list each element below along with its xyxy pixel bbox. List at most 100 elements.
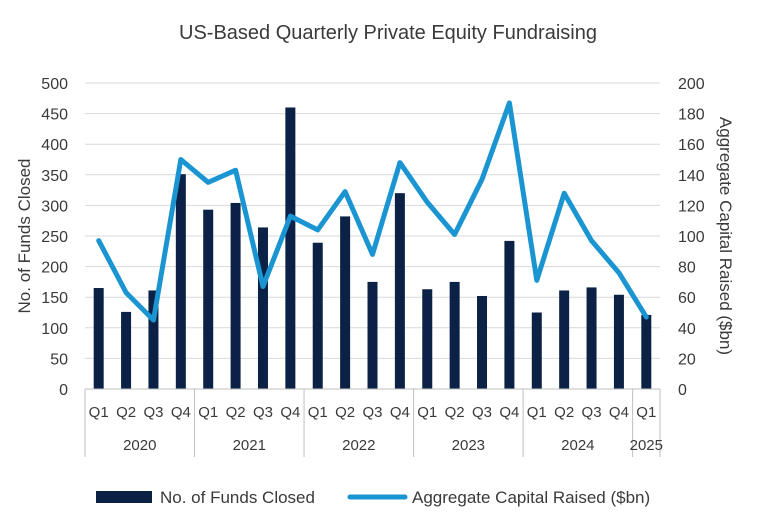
x-tick-label: Q3 <box>143 404 163 421</box>
y-tick-label-left: 100 <box>41 321 68 338</box>
x-tick-label: Q4 <box>609 404 629 421</box>
legend: No. of Funds Closed Aggregate Capital Rai… <box>96 488 650 507</box>
x-tick-label: Q1 <box>417 404 437 421</box>
bar <box>394 193 405 389</box>
y-tick-label-left: 0 <box>59 382 68 399</box>
y-tick-label-right: 40 <box>678 321 696 338</box>
legend-label: Aggregate Capital Raised ($bn) <box>412 488 650 507</box>
x-tick-label: Q2 <box>116 404 136 421</box>
x-tick-label: Q2 <box>335 404 355 421</box>
year-group-label: 2023 <box>452 437 485 454</box>
bar <box>312 242 323 389</box>
y-tick-label-right: 200 <box>678 76 705 93</box>
x-tick-label: Q2 <box>226 404 246 421</box>
line-point <box>507 100 512 105</box>
line-point <box>96 238 101 243</box>
y-axis-left-label: No. of Funds Closed <box>15 159 34 314</box>
year-group-label: 2024 <box>561 437 594 454</box>
bar <box>148 290 159 389</box>
line-point <box>288 214 293 219</box>
x-tick-label: Q1 <box>308 404 328 421</box>
x-tick-label: Q1 <box>527 404 547 421</box>
bar <box>203 209 214 389</box>
y-tick-label-right: 60 <box>678 290 696 307</box>
y-tick-label-right: 140 <box>678 168 705 185</box>
line-point <box>397 160 402 165</box>
y-tick-label-left: 200 <box>41 260 68 277</box>
line-point <box>206 180 211 185</box>
x-tick-label: Q4 <box>280 404 300 421</box>
line-point <box>343 189 348 194</box>
line-point <box>151 318 156 323</box>
line-point <box>589 238 594 243</box>
line-point <box>534 278 539 283</box>
y-tick-label-left: 350 <box>41 168 68 185</box>
line-point <box>124 290 129 295</box>
legend-label: No. of Funds Closed <box>160 488 315 507</box>
bar-series <box>93 107 652 389</box>
bar <box>531 312 542 389</box>
x-tick-label: Q1 <box>636 404 656 421</box>
x-tick-label: Q1 <box>89 404 109 421</box>
bar <box>257 227 268 389</box>
y-tick-label-right: 80 <box>678 260 696 277</box>
bar <box>559 290 570 389</box>
line-point <box>425 200 430 205</box>
line-point <box>260 284 265 289</box>
bar <box>613 294 624 389</box>
line-point <box>480 177 485 182</box>
x-tick-label: Q4 <box>390 404 410 421</box>
line-point <box>616 270 621 275</box>
y-tick-label-left: 400 <box>41 137 68 154</box>
axes: 0 50 100 150 200 250 300 350 400 450 500 0 20 40 60 80 1… <box>41 76 705 457</box>
y-axis-right-label: Aggregate Capital Raised ($bn) <box>716 117 735 355</box>
bar <box>285 107 296 389</box>
y-tick-label-right: 120 <box>678 198 705 215</box>
x-tick-label: Q3 <box>253 404 273 421</box>
bar <box>504 240 515 389</box>
x-tick-label: Q2 <box>445 404 465 421</box>
year-group-label: 2022 <box>342 437 375 454</box>
y-tick-label-left: 450 <box>41 107 68 124</box>
bar <box>449 281 460 389</box>
bar <box>340 216 351 389</box>
bar <box>367 281 378 389</box>
y-tick-label-left: 300 <box>41 198 68 215</box>
bar <box>641 314 652 389</box>
year-group-label: 2021 <box>233 437 266 454</box>
line-point <box>178 157 183 162</box>
y-tick-label-left: 50 <box>50 351 68 368</box>
bar <box>93 288 104 389</box>
chart-title: US-Based Quarterly Private Equity Fundra… <box>179 22 597 44</box>
year-group-label: 2020 <box>123 437 156 454</box>
x-tick-label: Q2 <box>554 404 574 421</box>
line-series <box>96 100 649 323</box>
line-point <box>562 191 567 196</box>
y-tick-label-left: 500 <box>41 76 68 93</box>
x-tick-label: Q1 <box>198 404 218 421</box>
line-point <box>315 227 320 232</box>
year-group-label: 2025 <box>630 437 663 454</box>
y-tick-label-left: 150 <box>41 290 68 307</box>
x-tick-label: Q4 <box>499 404 519 421</box>
line-point <box>644 315 649 320</box>
bar <box>175 174 186 389</box>
y-tick-label-right: 20 <box>678 351 696 368</box>
y-tick-label-left: 250 <box>41 229 68 246</box>
x-tick-label: Q3 <box>582 404 602 421</box>
y-tick-label-right: 0 <box>678 382 687 399</box>
y-tick-label-right: 100 <box>678 229 705 246</box>
bar <box>230 202 241 389</box>
line-point <box>233 168 238 173</box>
x-tick-label: Q3 <box>472 404 492 421</box>
bar <box>121 311 132 389</box>
bar <box>422 289 433 389</box>
legend-swatch-bar <box>96 491 152 503</box>
x-tick-label: Q3 <box>362 404 382 421</box>
bar <box>586 287 597 389</box>
x-tick-label: Q4 <box>171 404 191 421</box>
line-point <box>370 252 375 257</box>
y-tick-label-right: 160 <box>678 137 705 154</box>
bar <box>477 295 488 389</box>
